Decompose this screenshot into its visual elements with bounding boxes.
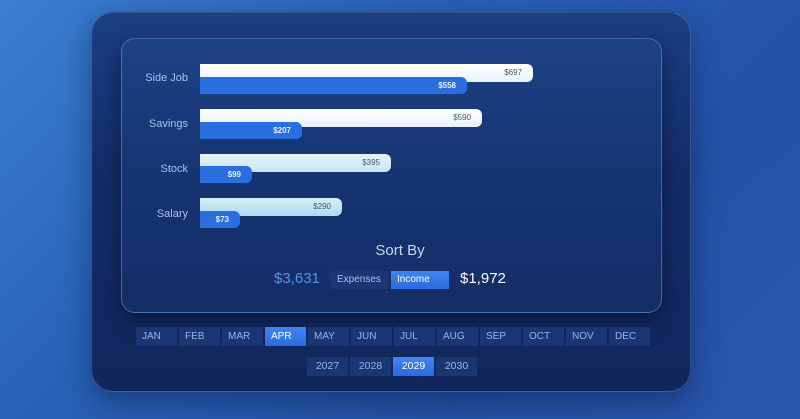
month-button-sep[interactable]: SEP (480, 327, 521, 346)
expense-value-side-job: $558 (438, 81, 456, 90)
year-button-2029[interactable]: 2029 (393, 357, 434, 376)
year-button-2028[interactable]: 2028 (350, 357, 391, 376)
category-label-stock: Stock (160, 163, 188, 175)
category-label-savings: Savings (148, 118, 188, 130)
income-value-salary: $290 (313, 202, 331, 211)
month-button-dec[interactable]: DEC (609, 327, 650, 346)
month-button-jul[interactable]: JUL (394, 327, 435, 346)
sort-expenses-button[interactable]: Expenses (330, 271, 388, 289)
month-button-apr[interactable]: APR (265, 327, 306, 346)
expense-value-stock: $99 (227, 170, 241, 179)
income-value-savings: $590 (453, 113, 471, 122)
income-value-side-job: $697 (504, 68, 522, 77)
year-button-2027[interactable]: 2027 (307, 357, 348, 376)
expenses-total: $3,631 (274, 270, 320, 287)
sort-income-button[interactable]: Income (391, 271, 449, 289)
category-label-salary: Salary (156, 208, 188, 220)
sort-by-title: Sort By (375, 242, 425, 259)
income-value-stock: $395 (362, 158, 380, 167)
expense-bar-side-job[interactable]: $558 (200, 77, 467, 94)
month-button-nov[interactable]: NOV (566, 327, 607, 346)
month-button-jun[interactable]: JUN (351, 327, 392, 346)
month-button-aug[interactable]: AUG (437, 327, 478, 346)
month-button-jan[interactable]: JAN (136, 327, 177, 346)
expense-value-salary: $73 (215, 215, 229, 224)
expense-bar-stock[interactable]: $99 (200, 166, 252, 183)
expense-value-savings: $207 (273, 126, 291, 135)
month-button-oct[interactable]: OCT (523, 327, 564, 346)
expense-bar-savings[interactable]: $207 (200, 122, 302, 139)
month-button-may[interactable]: MAY (308, 327, 349, 346)
year-button-2030[interactable]: 2030 (436, 357, 477, 376)
month-button-feb[interactable]: FEB (179, 327, 220, 346)
month-button-mar[interactable]: MAR (222, 327, 263, 346)
income-total: $1,972 (460, 270, 506, 287)
expense-bar-salary[interactable]: $73 (200, 211, 240, 228)
category-label-side-job: Side Job (145, 72, 188, 84)
